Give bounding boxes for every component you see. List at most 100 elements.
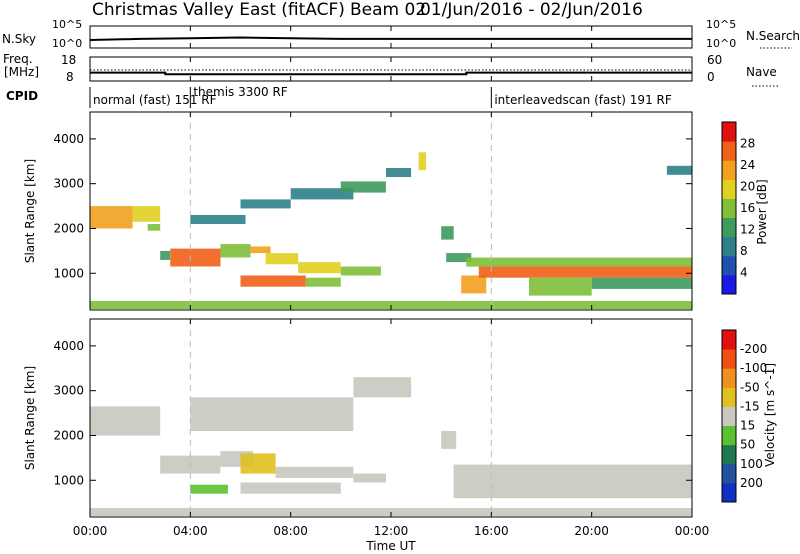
colorbar-tick-label: -50: [740, 380, 760, 394]
heatmap-band: [240, 453, 276, 474]
nsearch-tick-bottom: 10^0: [706, 37, 736, 50]
x-tick-label: 08:00: [273, 524, 308, 538]
colorbar-segment: [722, 482, 736, 503]
y-tick-label: 2000: [53, 428, 84, 442]
freq-series-line: [90, 71, 692, 76]
x-tick-label: 04:00: [173, 524, 208, 538]
colorbar-segment: [722, 179, 736, 199]
colorbar-segment: [722, 255, 736, 276]
y-tick-label: 2000: [53, 221, 84, 235]
colorbar-segment: [722, 141, 736, 161]
heatmap-band: [353, 377, 412, 398]
colorbar-tick-label: 50: [740, 438, 755, 452]
xaxis-label: Time UT: [365, 539, 416, 553]
heatmap-band: [290, 188, 354, 200]
heatmap-band: [132, 206, 161, 222]
axes: 00:00 04:00 08:00 12:00 16:00 20:00 00:00 1000 2…: [53, 26, 709, 538]
velocity-heatmap: [90, 377, 692, 517]
cpid-label: CPID: [6, 89, 38, 103]
heatmap-band: [298, 262, 341, 274]
colorbar-segment: [722, 368, 736, 388]
colorbar-segment: [722, 349, 736, 369]
heatmap-band: [340, 181, 386, 193]
heatmap-band: [478, 266, 692, 278]
heatmap-band: [240, 482, 341, 494]
heatmap-band: [275, 466, 354, 478]
colorbar-tick-label: -15: [740, 399, 760, 413]
colorbar-tick-label: 100: [740, 457, 763, 471]
y-tick-label: 4000: [53, 339, 84, 353]
heatmap-band: [160, 250, 171, 260]
x-tick-label: 12:00: [374, 524, 409, 538]
nsearch-tick-top: 10^5: [706, 18, 736, 31]
heatmap-band: [441, 226, 454, 240]
colorbar-tick-label: 12: [740, 223, 755, 237]
nave-tick-top: 60: [707, 53, 722, 67]
colorbar-tick-label: 16: [740, 201, 755, 215]
heatmap-band: [265, 253, 299, 265]
date-range: 01/Jun/2016 - 02/Jun/2016: [420, 0, 643, 20]
heatmap-band: [418, 152, 427, 171]
y-tick-label: 1000: [53, 473, 84, 487]
nave-label: Nave: [746, 65, 777, 79]
heatmap-band: [353, 473, 386, 483]
heatmap-band: [240, 199, 291, 209]
colorbar-segment: [722, 160, 736, 180]
cpid-segment-label: normal (fast) 151 RF: [93, 93, 217, 107]
colorbar-tick-label: 24: [740, 158, 755, 172]
nsky-label: N.Sky: [2, 32, 36, 46]
colorbar-segment: [722, 274, 736, 295]
x-tick-label: 20:00: [574, 524, 609, 538]
colorbar-tick-label: -100: [740, 361, 767, 375]
scan-boundaries: [189, 112, 492, 517]
colorbar-tick-label: -200: [740, 342, 767, 356]
heatmap-band: [220, 244, 251, 258]
colorbar-tick-label: 20: [740, 180, 755, 194]
colorbar-segment: [722, 236, 736, 257]
power-colorbar-label: Power [dB]: [755, 179, 769, 244]
colorbar-segment: [722, 406, 736, 426]
colorbar-segment: [722, 198, 736, 218]
velocity-colorbar: 200 100 50 15 -15 -50 -100 -200: [721, 329, 767, 503]
power-ylabel: Slant Range [km]: [23, 159, 37, 263]
y-tick-label: 3000: [53, 177, 84, 191]
colorbar-tick-label: 4: [740, 266, 748, 280]
nsearch-label: N.Search: [746, 29, 800, 43]
heatmap-band: [386, 168, 412, 177]
x-tick-label: 00:00: [73, 524, 108, 538]
colorbar-segment: [722, 122, 736, 142]
heatmap-band: [250, 246, 271, 254]
figure-title: Christmas Valley East (fitACF): [92, 0, 345, 20]
heatmap-band: [466, 257, 693, 267]
heatmap-band: [666, 165, 692, 175]
freq-tick-bottom: 8: [66, 70, 74, 84]
heatmap-band: [441, 431, 457, 449]
colorbar-tick-label: 15: [740, 419, 755, 433]
colorbar-segment: [722, 463, 736, 484]
colorbar-segment: [722, 330, 736, 350]
heatmap-band: [190, 484, 228, 494]
beam-label: Beam 02: [350, 0, 426, 20]
heatmap-band: [147, 224, 161, 231]
heatmap-band: [453, 464, 692, 499]
freq-tick-top: 18: [61, 53, 76, 67]
heatmap-band: [591, 277, 692, 289]
freq-unit-label: [MHz]: [4, 65, 39, 79]
colorbar-segment: [722, 217, 736, 238]
velocity-colorbar-label: Velocity [m s^-1]: [763, 363, 777, 467]
heatmap-band: [240, 275, 306, 287]
colorbar-frame: [721, 329, 737, 503]
colorbar-segment: [722, 425, 736, 446]
heatmap-band: [461, 275, 487, 294]
colorbar-tick-label: 8: [740, 244, 748, 258]
colorbar-tick-label: 200: [740, 476, 763, 490]
heatmap-band: [305, 277, 341, 287]
heatmap-band: [446, 253, 472, 263]
y-tick-label: 3000: [53, 384, 84, 398]
heatmap-band: [190, 215, 246, 224]
freq-label: Freq.: [3, 52, 33, 66]
y-tick-label: 4000: [53, 132, 84, 146]
power-colorbar: 4 8 12 16 20 24 28: [721, 121, 755, 295]
